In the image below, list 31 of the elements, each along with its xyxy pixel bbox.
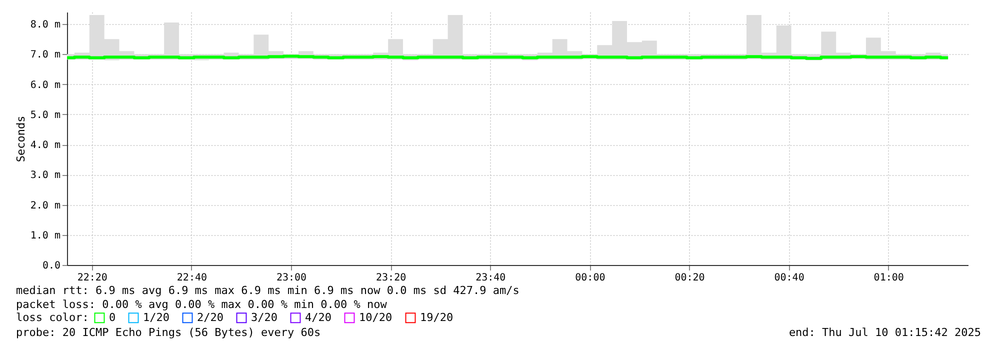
x-tick-label: 00:00 [575,272,606,284]
y-tick-label: 3.0 m [30,170,60,182]
y-tick-label: 4.0 m [30,140,60,152]
legend-label: 2/20 [197,310,224,324]
x-tick-label: 00:20 [674,272,705,284]
legend-label: 19/20 [420,310,454,324]
text: median rtt: 6.9 ms avg 6.9 ms max 6.9 ms min 6.9 ms now 0.0 ms sd 427.9 am/s [16,284,520,297]
x-tick-label: 22:20 [77,272,108,284]
y-tick-label: 0.0 [42,260,60,272]
x-tick-label: 23:00 [276,272,307,284]
legend-label: 10/20 [359,310,392,324]
legend-label: 4/20 [305,310,332,324]
text: probe: 20 ICMP Echo Pings (56 Bytes) every 60s [16,326,321,339]
y-tick-label: 1.0 m [30,230,60,242]
legend-label: 0 [109,310,116,324]
y-tick-label: 7.0 m [30,50,60,61]
x-tick-label: 23:20 [376,272,406,284]
y-axis-title: Seconds [14,116,28,162]
text: end: Thu Jul 10 01:15:42 2025 [788,326,981,339]
text: packet loss: 0.00 % avg 0.00 % max 0.00 % min 0.00 % now [16,298,388,311]
y-tick-label: 6.0 m [30,80,60,91]
x-tick-label: 00:40 [774,272,804,284]
x-tick-label: 23:40 [476,272,506,284]
y-tick-label: 8.0 m [30,20,60,31]
legend-label: 1/20 [143,310,170,324]
y-tick-label: 2.0 m [30,200,60,212]
legend-label: 3/20 [251,310,278,324]
y-tick-label: 5.0 m [30,110,60,121]
x-tick-label: 01:00 [874,272,904,284]
x-tick-label: 22:40 [176,272,207,284]
legend-title: loss color: [16,311,89,324]
